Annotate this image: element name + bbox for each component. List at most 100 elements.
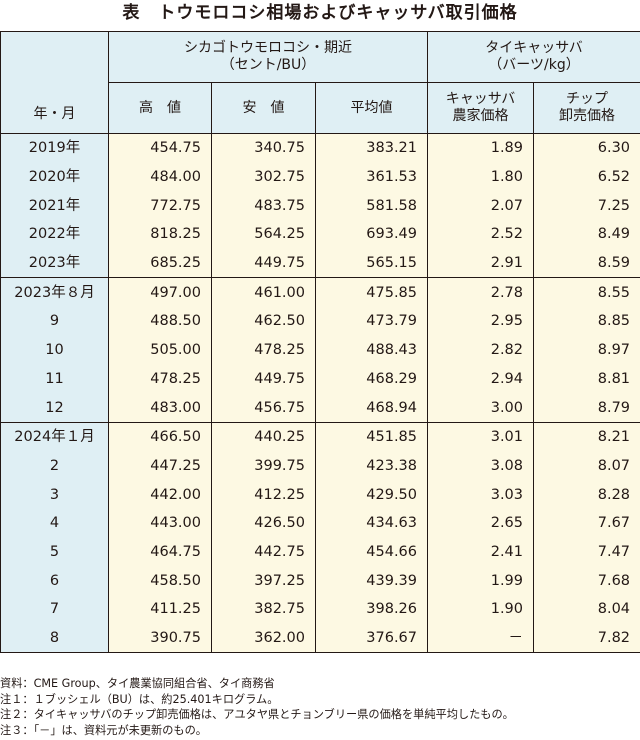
table-row: 2020年 484.00 302.75 361.53 1.80 6.52 [0,162,640,192]
price-table-container: 年・月 シカゴトウモロコシ・期近 （セント/BU） タイキャッサバ （バーツ/k… [0,31,640,654]
table-body: 2019年 454.75 340.75 383.21 1.89 6.30 2020年 484.… [0,132,640,654]
low-cell: 399.75 [211,451,316,481]
avg-cell: 376.67 [314,623,429,654]
high-header: 高 値 [108,82,212,134]
avg-cell: 439.39 [314,566,429,595]
chip-price-header: チップ 卸売価格 [533,82,640,134]
period-cell: 2023年 [0,248,109,278]
high-cell: 772.75 [108,191,212,221]
low-cell: 440.25 [211,421,316,452]
table-row: 10 505.00 478.25 488.43 2.82 8.97 [0,335,640,365]
high-cell: 411.25 [108,595,212,624]
farm-price-cell: 3.01 [427,421,535,452]
avg-cell: 468.29 [314,364,429,394]
table-row: 6 458.50 397.25 439.39 1.99 7.68 [0,566,640,595]
avg-cell: 361.53 [314,162,429,192]
corn-group-header: シカゴトウモロコシ・期近 （セント/BU） [107,31,429,83]
table-row: 2021年 772.75 483.75 581.58 2.07 7.25 [0,191,640,221]
low-cell: 362.00 [211,623,316,654]
avg-cell: 475.85 [314,277,429,308]
period-cell: 6 [0,566,109,595]
period-cell: 8 [0,623,109,654]
low-cell: 382.75 [211,595,316,624]
corn-group-title: シカゴトウモロコシ・期近 [184,40,352,56]
table-row: 7 411.25 382.75 398.26 1.90 8.04 [0,595,640,624]
avg-cell: 451.85 [314,421,429,452]
corn-group-unit: （セント/BU） [220,57,316,73]
note-2: 注２：タイキャッサバのチップ卸売価格は、アユタヤ県とチョンブリー県の価格を単純平… [0,708,514,721]
avg-cell: 693.49 [314,220,429,249]
farm-price-cell: 2.78 [427,277,535,308]
chip-price-cell: 8.21 [533,421,640,452]
farm-price-header: キャッサバ 農家価格 [427,82,535,134]
chip-price-cell: 8.28 [533,480,640,509]
low-cell: 340.75 [211,132,316,163]
high-cell: 443.00 [108,508,212,538]
farm-price-cell: 2.95 [427,307,535,336]
chip-price-cell: 8.49 [533,220,640,249]
low-cell: 456.75 [211,393,316,423]
chip-price-cell: 8.81 [533,364,640,394]
avg-cell: 383.21 [314,132,429,163]
high-cell: 685.25 [108,248,212,278]
low-header: 安 値 [211,82,316,134]
cassava-group-title: タイキャッサバ [485,40,583,56]
table-row: 9 488.50 462.50 473.79 2.95 8.85 [0,307,640,336]
period-cell: 4 [0,508,109,538]
avg-cell: 473.79 [314,307,429,336]
table-title: 表 トウモロコシ相場およびキャッサバ取引価格 [122,3,518,23]
chip-price-cell: 7.25 [533,191,640,221]
period-cell: 3 [0,480,109,509]
avg-cell: 423.38 [314,451,429,481]
price-table: 年・月 シカゴトウモロコシ・期近 （セント/BU） タイキャッサバ （バーツ/k… [0,31,640,654]
avg-cell: 434.63 [314,508,429,538]
farm-price-cell: － [427,623,535,654]
note-1: 注１：１ブッシェル（BU）は、約25.401キログラム。 [0,692,279,706]
table-row: 3 442.00 412.25 429.50 3.03 8.28 [0,480,640,509]
high-cell: 483.00 [108,393,212,423]
table-row: 2023年８月 497.00 461.00 475.85 2.78 8.55 [0,277,640,308]
period-cell: 10 [0,335,109,365]
note-3: 注３：「－」は、資料元が未更新のもの。 [0,723,207,737]
table-row: 5 464.75 442.75 454.66 2.41 7.47 [0,537,640,567]
high-cell: 478.25 [108,364,212,394]
period-cell: 2023年８月 [0,277,109,308]
farm-price-cell: 2.82 [427,335,535,365]
high-cell: 488.50 [108,307,212,336]
farm-price-cell: 3.03 [427,480,535,509]
low-cell: 412.25 [211,480,316,509]
year-month-header: 年・月 [0,31,109,134]
chip-price-cell: 7.68 [533,566,640,595]
table-row: 2022年 818.25 564.25 693.49 2.52 8.49 [0,220,640,249]
period-cell: 12 [0,393,109,423]
period-cell: 5 [0,537,109,567]
chip-price-cell: 8.85 [533,307,640,336]
chip-price-cell: 8.59 [533,248,640,278]
chip-price-cell: 6.30 [533,132,640,163]
cassava-group-header: タイキャッサバ （バーツ/kg） [427,31,640,83]
low-cell: 397.25 [211,566,316,595]
low-cell: 449.75 [211,364,316,394]
chip-price-header-line2: 卸売価格 [559,108,616,124]
period-cell: 2022年 [0,220,109,249]
table-row: 8 390.75 362.00 376.67 － 7.82 [0,623,640,654]
farm-price-header-line2: 農家価格 [452,108,509,124]
low-cell: 462.50 [211,307,316,336]
high-cell: 464.75 [108,537,212,567]
farm-price-cell: 1.99 [427,566,535,595]
farm-price-cell: 1.80 [427,162,535,192]
high-cell: 466.50 [108,421,212,452]
high-cell: 497.00 [108,277,212,308]
table-row: 2023年 685.25 449.75 565.15 2.91 8.59 [0,248,640,278]
chip-price-header-line1: チップ [566,91,609,107]
farm-price-cell: 3.00 [427,393,535,423]
source-note: 資料：CME Group、タイ農業協同組合省、タイ商務省 [0,677,275,690]
farm-price-cell: 2.94 [427,364,535,394]
high-cell: 458.50 [108,566,212,595]
farm-price-cell: 2.41 [427,537,535,567]
low-cell: 461.00 [211,277,316,308]
high-cell: 818.25 [108,220,212,249]
low-cell: 442.75 [211,537,316,567]
period-cell: 9 [0,307,109,336]
period-cell: 2020年 [0,162,109,192]
